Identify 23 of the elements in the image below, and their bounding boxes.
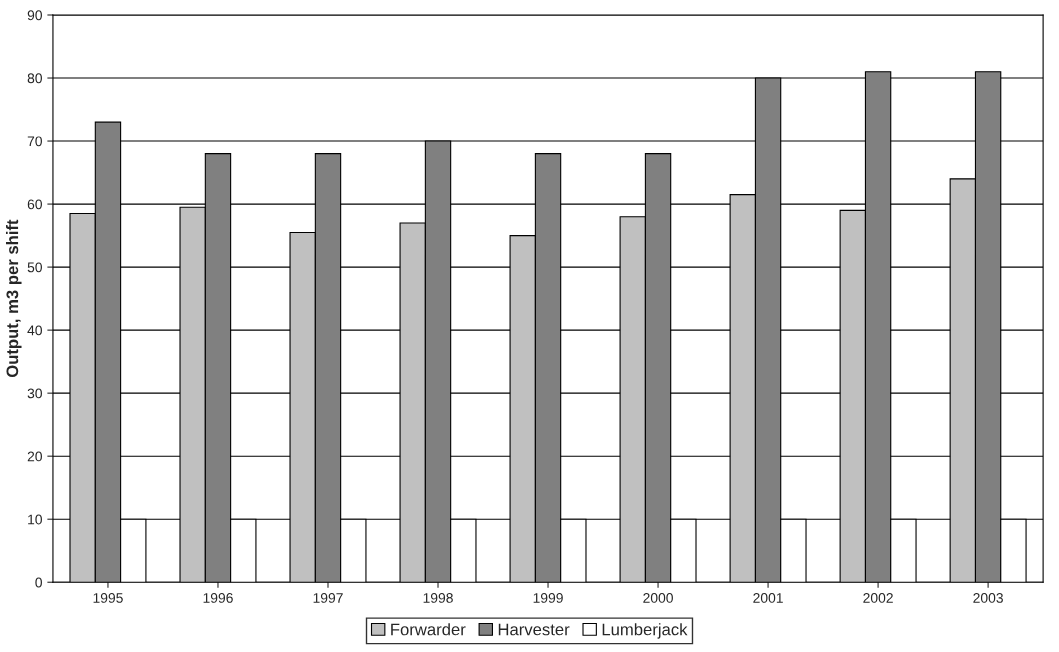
y-tick-label: 20 (27, 451, 42, 462)
x-tick-label: 1996 (203, 593, 233, 603)
y-tick-label: 70 (27, 136, 42, 147)
x-tick-label: 2000 (643, 593, 673, 603)
y-tick-label: 60 (27, 199, 42, 210)
x-tick-label: 1995 (93, 593, 123, 603)
y-tick-label: 90 (27, 10, 42, 21)
x-tick-label: 2003 (973, 593, 1003, 603)
y-tick-label: 80 (27, 73, 42, 84)
y-tick-label: 40 (27, 325, 42, 336)
y-tick-label: 30 (27, 388, 42, 399)
y-tick-label: 10 (28, 514, 42, 525)
x-tick-label: 2001 (753, 593, 783, 603)
x-tick-label: 1998 (423, 593, 453, 603)
y-tick-label: 50 (27, 262, 42, 273)
x-tick-label: 1997 (313, 593, 343, 603)
legend-label: Lumberjack (602, 623, 688, 639)
legend-label: Harvester (498, 623, 570, 636)
x-tick-label: 2002 (863, 593, 893, 603)
y-tick-label: 0 (35, 577, 42, 588)
x-tick-label: 1999 (533, 593, 563, 603)
y-axis-title: Output, m3 per shift (5, 219, 22, 378)
legend-label: Forwarder (391, 623, 466, 636)
